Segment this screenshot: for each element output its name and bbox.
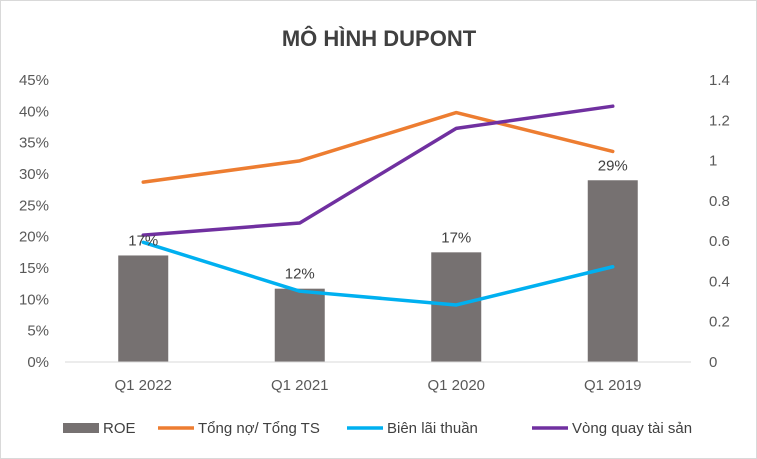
legend-label: Vòng quay tài sản (572, 420, 692, 437)
roe-bar (118, 255, 169, 362)
line-bi-n-l-i-thu-n (141, 240, 615, 307)
left-tick-label: 30% (19, 166, 49, 183)
right-tick-label: 0.4 (709, 273, 730, 290)
roe-bars (118, 180, 638, 362)
left-tick-label: 5% (27, 323, 49, 340)
right-tick-label: 1.4 (709, 72, 730, 89)
left-tick-label: 10% (19, 291, 49, 308)
roe-data-label: 12% (285, 266, 315, 283)
legend-label: ROE (103, 420, 136, 437)
legend: ROE Tổng nợ/ Tổng TS Biên lãi thuần Vòng qu… (63, 420, 692, 437)
left-tick-label: 15% (19, 260, 49, 277)
roe-bar (431, 252, 482, 362)
roe-bar (274, 288, 325, 362)
x-tick-label: Q1 2021 (271, 377, 329, 394)
right-tick-label: 0.8 (709, 193, 730, 210)
right-tick-label: 0.2 (709, 314, 730, 331)
roe-data-label: 17% (441, 229, 471, 246)
x-tick-label: Q1 2022 (114, 377, 172, 394)
right-axis-ticks: 0 0.2 0.4 0.6 0.8 1 1.2 1.4 (709, 72, 730, 371)
right-tick-label: 0 (709, 354, 717, 371)
legend-label: Tổng nợ/ Tổng TS (198, 420, 320, 437)
line-t-ng-n-t-ng-ts (141, 110, 615, 184)
data-labels: 17% 12% 17% 29% (128, 157, 628, 282)
left-axis-ticks: 0% 5% 10% 15% 20% 25% 30% 35% 40% 45% (19, 72, 49, 371)
legend-label: Biên lãi thuần (387, 420, 478, 437)
line-v-ng-quay-t-i-s-n (141, 104, 615, 237)
right-tick-label: 1.2 (709, 112, 730, 129)
right-tick-label: 1 (709, 153, 717, 170)
left-tick-label: 40% (19, 103, 49, 120)
left-tick-label: 0% (27, 354, 49, 371)
line-series (141, 104, 615, 307)
x-tick-label: Q1 2019 (584, 377, 642, 394)
left-tick-label: 20% (19, 229, 49, 246)
left-tick-label: 45% (19, 72, 49, 89)
right-tick-label: 0.6 (709, 233, 730, 250)
legend-swatch-bar (63, 423, 99, 433)
x-tick-label: Q1 2020 (427, 377, 485, 394)
left-tick-label: 35% (19, 135, 49, 152)
chart-title: MÔ HÌNH DUPONT (282, 26, 477, 51)
roe-data-label: 17% (128, 232, 158, 249)
left-tick-label: 25% (19, 197, 49, 214)
x-axis-ticks: Q1 2022 Q1 2021 Q1 2020 Q1 2019 (114, 377, 641, 394)
roe-data-label: 29% (598, 157, 628, 174)
